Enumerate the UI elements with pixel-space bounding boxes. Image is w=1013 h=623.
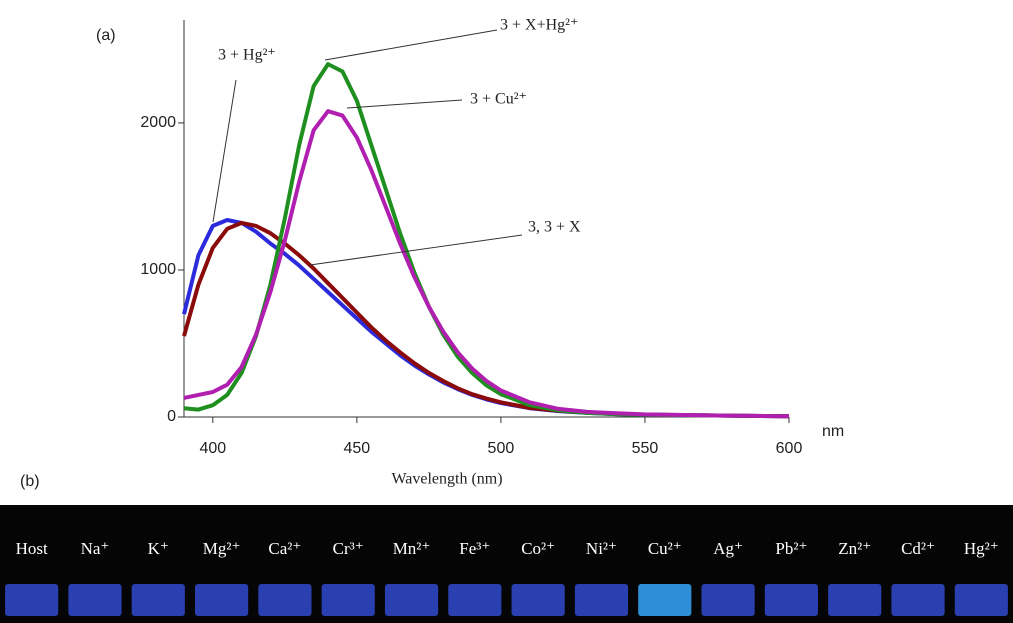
series-line: [183, 109, 790, 419]
vial: [195, 584, 249, 616]
vial: [258, 584, 312, 616]
vial-label: Co²⁺: [521, 539, 555, 558]
callout-line: [346, 99, 463, 109]
vial-label: Pb²⁺: [775, 539, 807, 558]
vial-label: Na⁺: [81, 539, 110, 558]
vial-label: Cu²⁺: [648, 539, 682, 558]
series-label: 3 + X+Hg²⁺: [500, 17, 578, 34]
vial: [828, 584, 882, 616]
vial-label: Ni²⁺: [586, 539, 617, 558]
vial: [638, 584, 692, 616]
series-label: 3 + Cu²⁺: [470, 91, 527, 108]
x-axis-label: Wavelength (nm): [391, 471, 502, 488]
vial-label: Hg²⁺: [964, 539, 999, 558]
vial: [448, 584, 502, 616]
vial-label: Fe³⁺: [459, 539, 490, 558]
x-tick-label: 500: [488, 440, 515, 457]
panel-label: (b): [20, 473, 40, 490]
vial: [68, 584, 122, 616]
x-tick-label: 400: [199, 440, 226, 457]
y-tick-label: 2000: [140, 114, 176, 131]
vial-label: Host: [16, 539, 48, 558]
vial-label: K⁺: [148, 539, 169, 558]
vial-label: Cr³⁺: [333, 539, 364, 558]
callout-line: [212, 79, 237, 223]
vial: [511, 584, 565, 616]
vial-label: Mg²⁺: [203, 539, 241, 558]
vial-label: Cd²⁺: [901, 539, 935, 558]
vial: [891, 584, 945, 616]
series-label: 3 + Hg²⁺: [218, 47, 276, 64]
y-tick-label: 1000: [140, 261, 176, 278]
vial: [384, 584, 439, 616]
series-label: 3, 3 + X: [528, 219, 581, 236]
x-unit: nm: [822, 423, 844, 440]
vial: [764, 584, 818, 616]
callout-line: [324, 29, 498, 61]
y-tick-label: 0: [167, 408, 176, 425]
vial: [131, 584, 185, 616]
vial: [574, 584, 629, 616]
vial: [701, 584, 755, 616]
vial-label: Ca²⁺: [268, 539, 301, 558]
vial: [954, 584, 1008, 616]
vial-label: Ag⁺: [713, 539, 743, 558]
x-tick-label: 600: [776, 440, 803, 457]
x-tick-label: 450: [344, 440, 371, 457]
panel-label: (a): [96, 27, 116, 44]
vial-label: Mn²⁺: [393, 539, 431, 558]
vial: [321, 584, 375, 616]
callout-line: [309, 234, 523, 266]
vial-label: Zn²⁺: [838, 539, 871, 558]
x-tick-label: 550: [632, 440, 659, 457]
vial: [5, 584, 59, 616]
